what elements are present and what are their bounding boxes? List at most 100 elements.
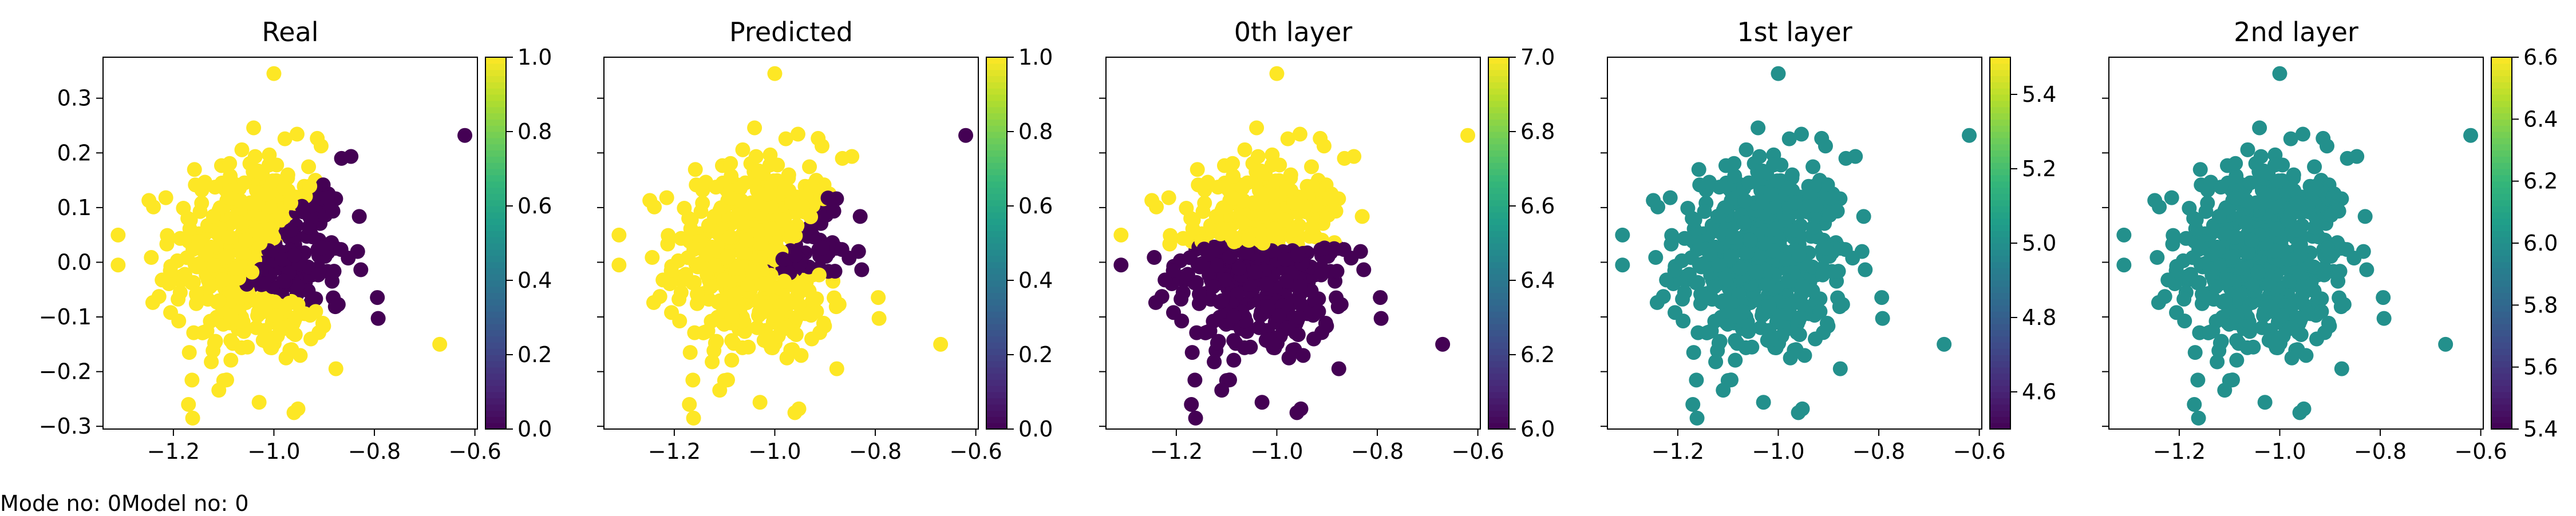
scatter-point xyxy=(2307,159,2322,174)
colorbar-segment xyxy=(1488,100,1509,108)
colorbar-segment xyxy=(986,231,1007,237)
scatter-point xyxy=(1295,348,1311,363)
colorbar-segment xyxy=(485,181,506,188)
colorbar-tick-label: 6.2 xyxy=(1520,342,1555,367)
scatter-point xyxy=(2289,195,2305,211)
scatter-point xyxy=(775,252,791,267)
scatter-point xyxy=(1733,261,1748,276)
scatter-point xyxy=(1783,350,1798,366)
colorbar-segment xyxy=(986,169,1007,176)
scatter-point xyxy=(1317,240,1332,256)
scatter-point xyxy=(2316,267,2332,283)
scatter-point xyxy=(1615,227,1630,243)
scatter-point xyxy=(1226,168,1241,184)
colorbar-segment xyxy=(986,106,1007,114)
colorbar-segment xyxy=(986,280,1007,287)
colorbar-tick-label: 0.4 xyxy=(1018,268,1053,293)
colorbar-segment xyxy=(485,410,506,417)
y-tick-label: −0.3 xyxy=(39,414,92,439)
scatter-point xyxy=(283,223,298,238)
axes-frame xyxy=(603,57,979,430)
colorbar-segment xyxy=(986,292,1007,300)
scatter-point xyxy=(1728,333,1743,348)
colorbar-segment xyxy=(986,249,1007,256)
scatter-point xyxy=(712,293,728,308)
scatter-point xyxy=(1716,383,1731,398)
scatter-point xyxy=(1304,159,1319,174)
scatter-point xyxy=(1182,250,1198,265)
scatter-point xyxy=(652,289,667,304)
scatter-point xyxy=(2286,167,2301,182)
scatter-point xyxy=(2357,209,2373,224)
scatter-point xyxy=(1224,229,1239,245)
scatter-point xyxy=(814,138,829,154)
scatter-point xyxy=(678,267,693,282)
scatter-point xyxy=(1163,228,1178,243)
x-tick-label: −1.2 xyxy=(1652,439,1704,464)
scatter-point xyxy=(2202,324,2218,340)
scatter-point xyxy=(303,331,319,347)
scatter-point xyxy=(268,308,284,323)
colorbar-segment xyxy=(485,255,506,263)
scatter-point xyxy=(1743,233,1758,248)
scatter-point xyxy=(326,264,342,279)
y-tick-label: 0.1 xyxy=(57,195,92,220)
scatter-point xyxy=(2217,293,2233,308)
y-tick-label: −0.1 xyxy=(39,304,92,330)
scatter-point xyxy=(1784,167,1800,182)
scatter-point xyxy=(659,190,674,205)
colorbar-tick-label: 5.2 xyxy=(2022,156,2056,181)
scatter-point xyxy=(1279,180,1295,196)
colorbar-segment xyxy=(485,125,506,132)
colorbar-segment xyxy=(2491,94,2512,101)
colorbar-segment xyxy=(2491,125,2512,132)
scatter-point xyxy=(1278,273,1294,289)
scatter-point xyxy=(2314,304,2329,319)
scatter-point xyxy=(290,279,305,294)
scatter-point xyxy=(2192,162,2208,177)
scatter-point xyxy=(2183,267,2198,282)
axes-frame xyxy=(1105,57,1481,430)
scatter-point xyxy=(760,332,775,347)
scatter-point xyxy=(1763,332,1779,347)
scatter-point xyxy=(2208,279,2223,295)
scatter-point xyxy=(790,126,805,142)
scatter-point xyxy=(158,190,173,205)
colorbar-segment xyxy=(2491,367,2512,374)
scatter-point xyxy=(708,180,724,195)
scatter-point xyxy=(1250,149,1266,164)
colorbar-segment xyxy=(2491,237,2512,244)
scatter-point xyxy=(110,227,126,243)
scatter-point xyxy=(2267,157,2282,173)
scatter-point xyxy=(2283,131,2298,146)
scatter-point xyxy=(2265,186,2280,202)
scatter-point xyxy=(2271,173,2286,189)
scatter-point xyxy=(2279,212,2295,228)
colorbar-segment xyxy=(986,392,1007,399)
scatter-point xyxy=(1235,215,1250,231)
scatter-point xyxy=(232,215,247,231)
colorbar-segment xyxy=(986,63,1007,70)
colorbar-segment xyxy=(986,88,1007,95)
scatter-point xyxy=(2336,297,2352,312)
colorbar-segment xyxy=(986,218,1007,225)
scatter-point xyxy=(204,354,219,370)
panel-title: 1st layer xyxy=(1737,17,1852,47)
colorbar-tick-label: 5.0 xyxy=(2022,231,2056,256)
scatter-point xyxy=(163,305,179,320)
scatter-point xyxy=(1241,233,1257,248)
footer-caption: Mode no: 0Model no: 0 xyxy=(0,491,249,516)
scatter-point xyxy=(776,273,792,289)
scatter-point xyxy=(250,163,266,178)
colorbar-segment xyxy=(1488,386,1509,392)
colorbar-segment xyxy=(1990,323,2010,331)
scatter-point xyxy=(1184,345,1200,360)
scatter-point xyxy=(290,297,306,312)
scatter-point xyxy=(1752,149,1767,164)
colorbar-segment xyxy=(2491,119,2512,126)
scatter-point xyxy=(1283,167,1298,182)
colorbar-segment xyxy=(2491,373,2512,380)
colorbar-segment xyxy=(986,410,1007,417)
colorbar-segment xyxy=(986,330,1007,337)
scatter-point xyxy=(682,345,698,360)
